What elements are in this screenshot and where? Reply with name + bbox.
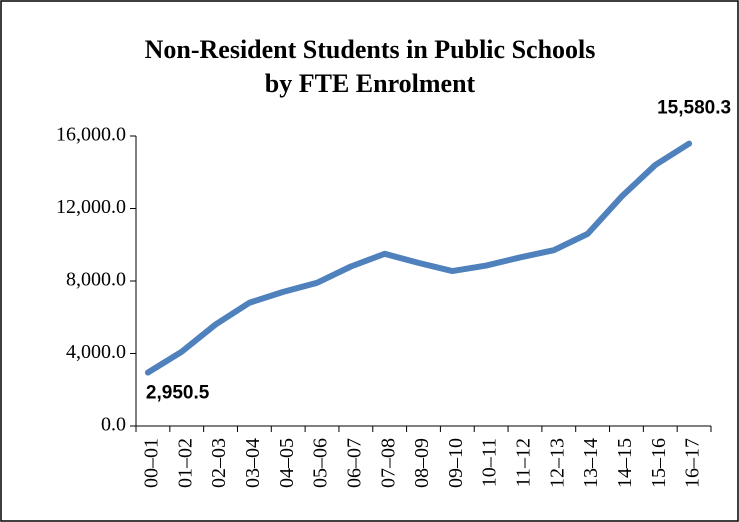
x-tick-label: 02–03 <box>208 438 230 488</box>
x-tick-label: 12–13 <box>546 438 568 488</box>
y-tick-label: 16,000.0 <box>56 124 126 146</box>
x-tick-label: 15–16 <box>648 438 670 488</box>
x-tick-label: 09–10 <box>445 438 467 488</box>
x-tick-label: 04–05 <box>276 438 298 488</box>
data-label: 2,950.5 <box>146 383 210 404</box>
x-tick-label: 07–08 <box>377 438 399 488</box>
x-tick-label: 13–14 <box>580 438 602 488</box>
x-tick-label: 01–02 <box>174 438 196 488</box>
x-tick-label: 06–07 <box>343 438 365 488</box>
x-tick-label: 14–15 <box>614 438 636 488</box>
data-label: 15,580.3 <box>657 98 731 119</box>
line <box>144 140 693 376</box>
y-tick-label: 4,000.0 <box>66 341 126 363</box>
x-tick-label: 16–17 <box>682 438 704 488</box>
x-tick-label: 03–04 <box>242 438 264 488</box>
x-tick-label: 11–12 <box>513 438 535 487</box>
x-tick-label: 00–01 <box>141 438 163 488</box>
x-tick-label: 10–11 <box>479 438 501 487</box>
x-tick-label: 08–09 <box>411 438 433 488</box>
y-tick-label: 8,000.0 <box>66 269 126 291</box>
chart-title: Non-Resident Students in Public Schools <box>145 35 596 64</box>
x-tick-label: 05–06 <box>310 438 332 488</box>
chart-title: by FTE Enrolment <box>265 69 476 98</box>
y-tick-label: 0.0 <box>101 414 126 436</box>
y-tick-label: 12,000.0 <box>56 196 126 218</box>
